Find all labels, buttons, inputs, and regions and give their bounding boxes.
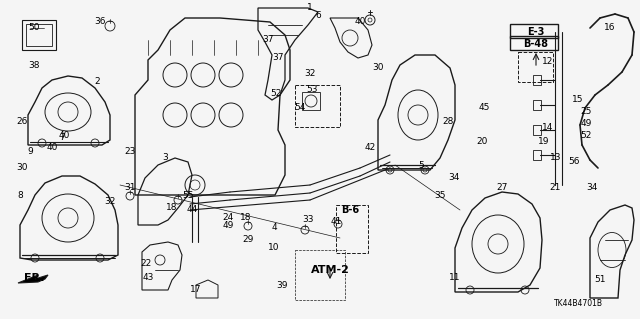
Text: 4: 4 [271,224,277,233]
Text: 7: 7 [59,133,65,143]
Text: 31: 31 [124,183,136,192]
Text: 36: 36 [94,18,106,26]
Text: 44: 44 [186,205,198,214]
Text: 16: 16 [604,24,616,33]
Text: 10: 10 [268,243,280,253]
Text: 30: 30 [16,164,28,173]
Text: 55: 55 [182,191,194,201]
Text: 1: 1 [307,4,313,12]
Bar [295,250,345,300]
Text: 9: 9 [27,147,33,157]
Bar [510,24,558,38]
Text: 50: 50 [28,24,40,33]
Text: 18: 18 [166,204,178,212]
Text: 49: 49 [580,120,592,129]
Text: 52: 52 [270,90,282,99]
Text: 28: 28 [442,117,454,127]
Text: 39: 39 [276,281,288,291]
Text: 8: 8 [17,191,23,201]
Text: 35: 35 [435,191,445,201]
Text: 6: 6 [315,11,321,20]
Text: B-48: B-48 [524,39,548,49]
Text: 41: 41 [330,218,342,226]
Text: 37: 37 [272,54,284,63]
Text: ATM-2: ATM-2 [310,265,349,275]
Bar [22,20,56,50]
Text: 42: 42 [364,144,376,152]
Text: FR.: FR. [24,273,44,283]
Text: 22: 22 [140,259,152,269]
Text: 18: 18 [240,213,252,222]
Text: B-6: B-6 [341,205,359,215]
Bar [295,85,340,127]
Text: 30: 30 [372,63,384,72]
Bar [336,205,368,253]
Text: 17: 17 [190,286,202,294]
Text: 54: 54 [294,103,306,113]
Bar [533,125,541,135]
Text: 20: 20 [476,137,488,146]
Text: 24: 24 [222,213,234,222]
Text: 15: 15 [572,95,584,105]
Text: 11: 11 [449,273,461,283]
Bar [533,100,541,110]
Text: 32: 32 [104,197,116,206]
Text: 26: 26 [16,117,28,127]
Text: 45: 45 [478,103,490,113]
Text: 34: 34 [586,183,598,192]
Text: 2: 2 [94,78,100,86]
Text: 5: 5 [418,161,424,170]
Text: 29: 29 [243,235,253,244]
Text: 40: 40 [58,131,70,140]
Text: 40: 40 [46,144,58,152]
Bar [26,24,52,46]
Text: 13: 13 [550,153,562,162]
Text: 3: 3 [162,153,168,162]
Text: 40: 40 [355,18,365,26]
Text: 37: 37 [262,35,274,44]
Text: E-3: E-3 [527,27,545,37]
Text: 34: 34 [448,174,460,182]
Text: 56: 56 [568,158,580,167]
Text: TK44B4701B: TK44B4701B [554,300,602,308]
Text: 51: 51 [595,276,605,285]
Text: 52: 52 [580,131,592,140]
Bar [302,92,320,110]
Text: 14: 14 [542,123,554,132]
Polygon shape [18,275,48,283]
Text: 21: 21 [549,183,561,192]
Text: 38: 38 [28,62,40,70]
Text: 32: 32 [304,70,316,78]
Text: 43: 43 [142,273,154,283]
Text: 27: 27 [496,183,508,192]
Text: 19: 19 [538,137,550,146]
Bar [533,75,541,85]
Text: 33: 33 [302,216,314,225]
Text: 25: 25 [580,108,592,116]
Text: 53: 53 [307,85,317,94]
Bar [510,36,558,50]
Bar [518,52,553,82]
Text: 23: 23 [124,147,136,157]
Text: 49: 49 [222,221,234,231]
Text: 12: 12 [542,57,554,66]
Bar [533,150,541,160]
